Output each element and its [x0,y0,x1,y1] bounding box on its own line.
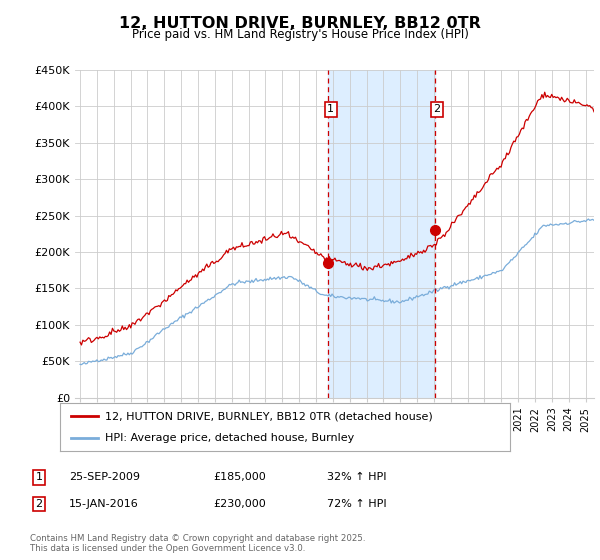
Text: 1: 1 [35,472,43,482]
Text: £230,000: £230,000 [213,499,266,509]
Text: Price paid vs. HM Land Registry's House Price Index (HPI): Price paid vs. HM Land Registry's House … [131,28,469,41]
Text: 15-JAN-2016: 15-JAN-2016 [69,499,139,509]
Text: 25-SEP-2009: 25-SEP-2009 [69,472,140,482]
Text: 72% ↑ HPI: 72% ↑ HPI [327,499,386,509]
Text: HPI: Average price, detached house, Burnley: HPI: Average price, detached house, Burn… [105,433,354,443]
Text: 12, HUTTON DRIVE, BURNLEY, BB12 0TR: 12, HUTTON DRIVE, BURNLEY, BB12 0TR [119,16,481,31]
Text: 2: 2 [35,499,43,509]
Text: £185,000: £185,000 [213,472,266,482]
Text: 12, HUTTON DRIVE, BURNLEY, BB12 0TR (detached house): 12, HUTTON DRIVE, BURNLEY, BB12 0TR (det… [105,411,433,421]
Text: 2: 2 [434,104,440,114]
Text: Contains HM Land Registry data © Crown copyright and database right 2025.
This d: Contains HM Land Registry data © Crown c… [30,534,365,553]
Text: 32% ↑ HPI: 32% ↑ HPI [327,472,386,482]
Bar [328,70,434,398]
Text: 1: 1 [327,104,334,114]
